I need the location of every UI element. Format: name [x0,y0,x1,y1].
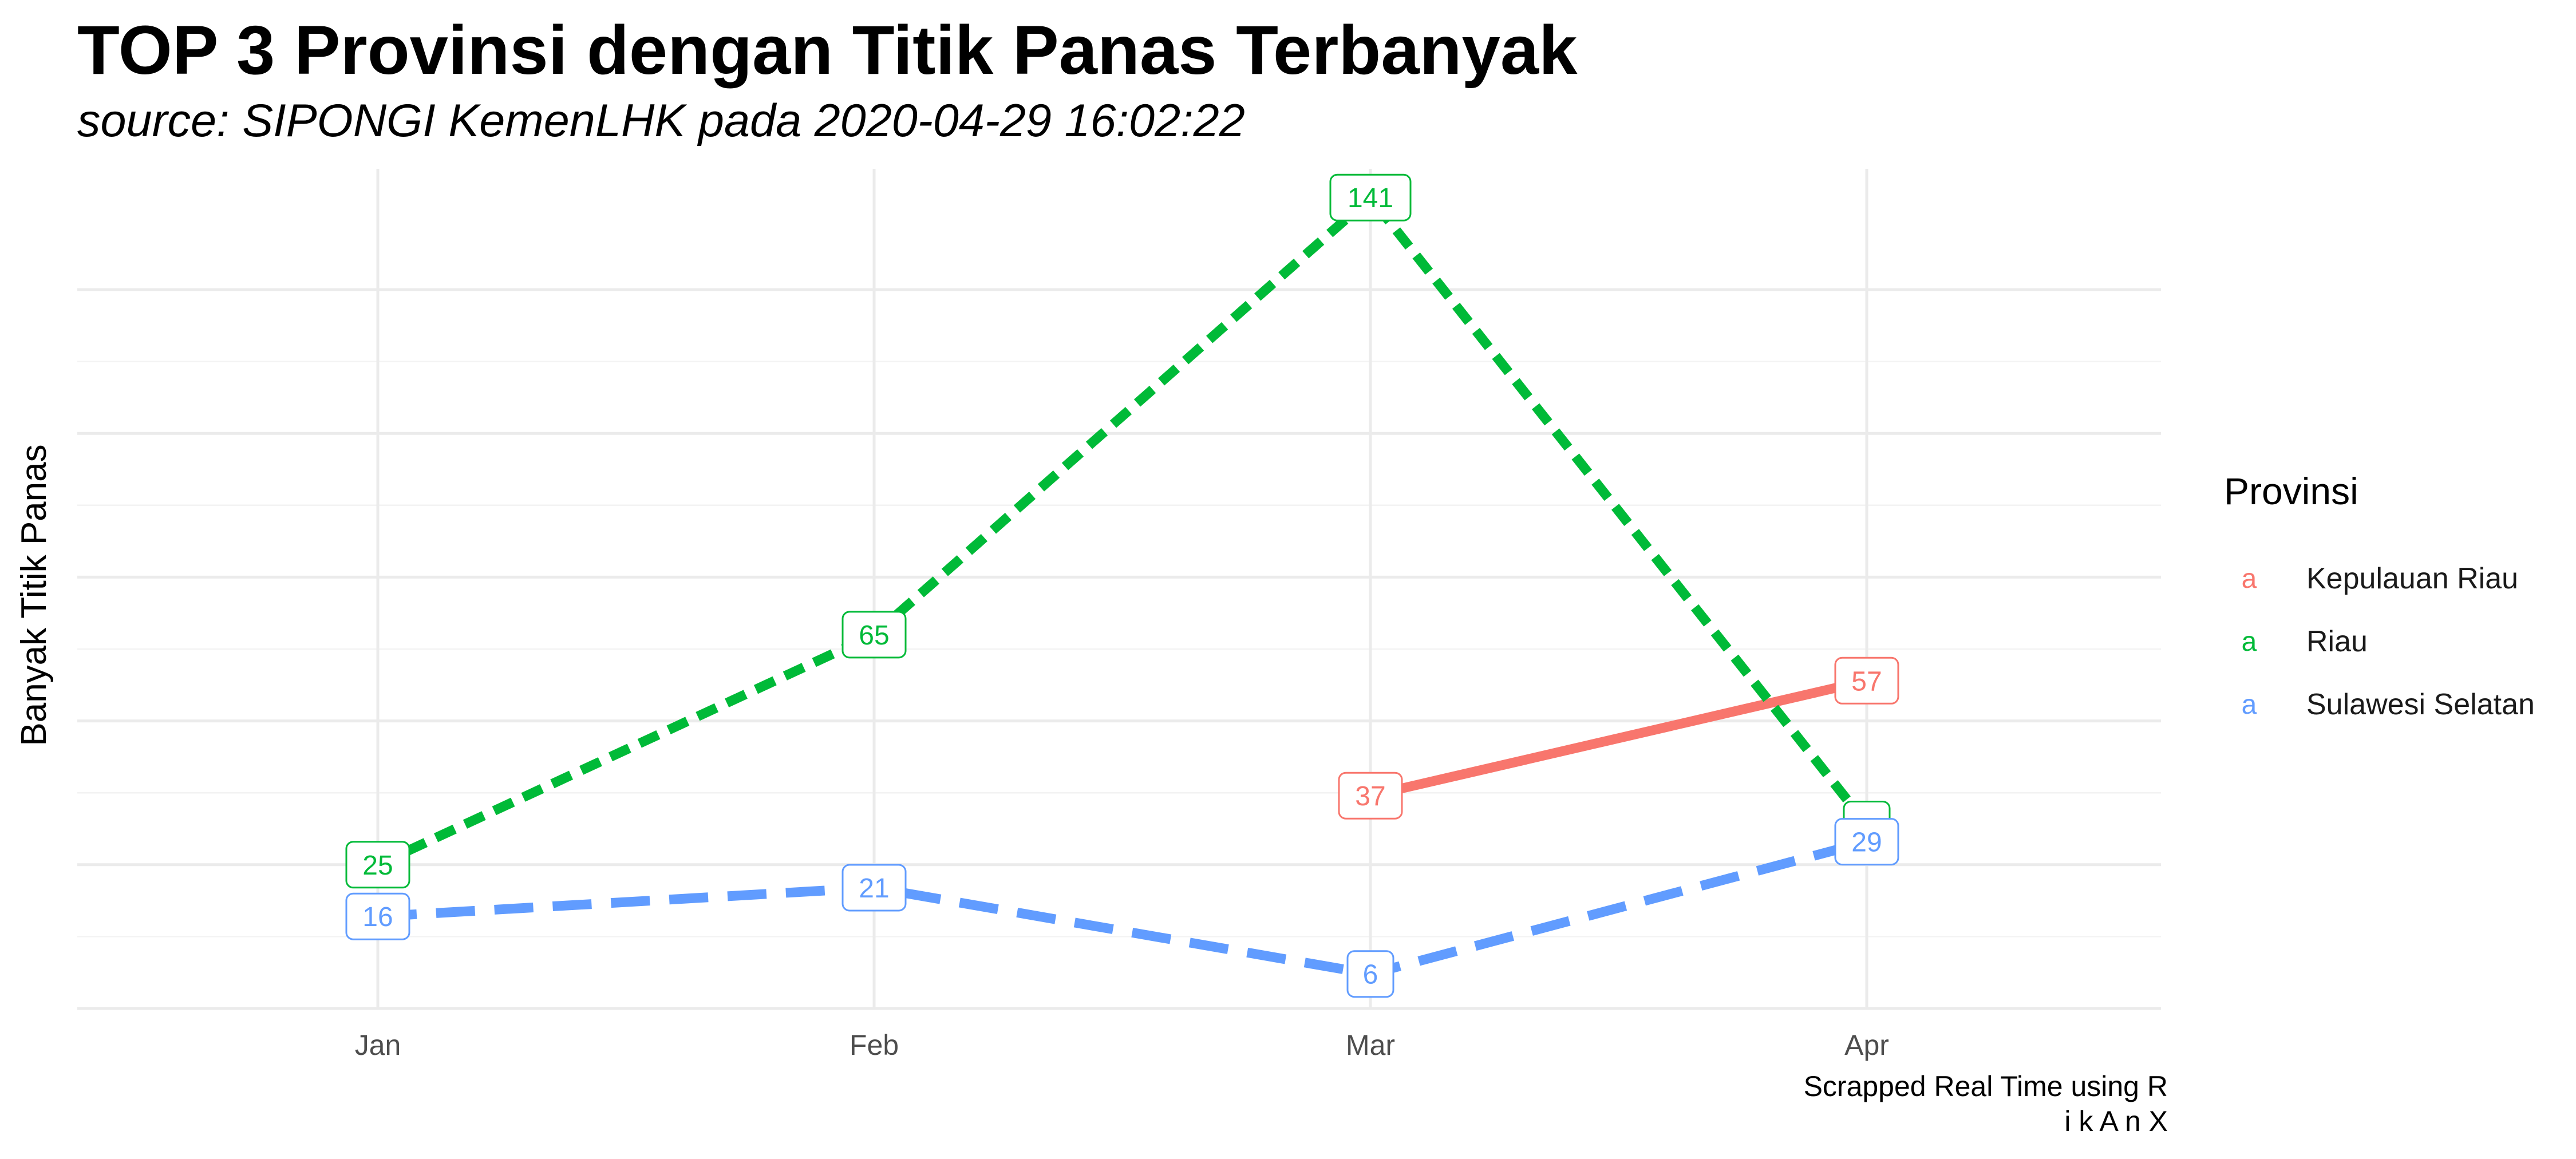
data-label-text: 57 [1851,666,1882,697]
x-tick-label-jan: Jan [355,1029,401,1061]
data-label-sulawesi-selatan-apr: 29 [1834,818,1899,866]
data-label-riau-mar: 141 [1329,173,1412,221]
data-label-text: 65 [859,620,889,651]
data-label-sulawesi-selatan-feb: 21 [841,864,907,912]
series-line-kepulauan-riau [1369,675,1868,801]
data-label-kepulauan-riau-mar: 37 [1338,772,1403,820]
caption-line-2: i k A n X [2064,1105,2168,1137]
data-label-text: 37 [1355,781,1385,812]
x-tick-label-feb: Feb [850,1029,899,1061]
legend: Provinsi a Kepulauan Riau a Riau a Sulaw… [2224,469,2535,736]
series-lines [376,192,1871,979]
data-label-box [1346,950,1394,998]
legend-key-kepulauan-riau: a [2241,563,2257,594]
data-label-box [841,611,907,659]
data-label-sulawesi-selatan-mar: 6 [1346,950,1394,998]
chart-title: TOP 3 Provinsi dengan Titik Panas Terban… [77,11,1578,89]
legend-label-riau: Riau [2306,625,2368,658]
legend-item-sulawesi-selatan: a Sulawesi Selatan [2224,673,2535,736]
chart-caption: Scrapped Real Time using R i k A n X [1804,1069,2168,1139]
data-label-text: 141 [1348,183,1393,213]
data-label-kepulauan-riau-apr: 57 [1834,656,1899,705]
data-label-riau-feb: 65 [841,611,907,659]
x-tick-label-apr: Apr [1844,1029,1889,1061]
data-label-text: 6 [1363,960,1378,990]
data-label-riau-jan: 25 [345,841,410,889]
caption-line-1: Scrapped Real Time using R [1803,1070,2168,1102]
legend-label-kepulauan-riau: Kepulauan Riau [2306,562,2519,595]
legend-item-kepulauan-riau: a Kepulauan Riau [2224,547,2535,610]
series-line-sulawesi-selatan [377,837,1868,979]
data-label-text: 16 [362,902,393,932]
data-label-box [345,841,410,889]
data-label-text: 29 [1851,828,1882,858]
legend-label-sulawesi-selatan: Sulawesi Selatan [2306,688,2535,721]
data-label-box [841,864,907,912]
legend-title: Provinsi [2224,470,2358,512]
data-label-box [1329,173,1412,221]
y-axis-label: Banyak Titik Panas [14,444,54,746]
legend-key-sulawesi-selatan: a [2241,689,2257,720]
data-label-box [1834,818,1899,866]
data-label-sulawesi-selatan-jan: 16 [345,892,410,940]
legend-item-riau: a Riau [2224,610,2535,673]
data-label-box [345,892,410,940]
grid-lines [77,169,2161,1010]
data-label-box [1834,656,1899,705]
x-axis-tick-labels: Jan Feb Mar Apr [355,1029,1889,1061]
data-label-text: 21 [859,873,889,904]
series-line-riau [376,192,1871,869]
x-tick-label-mar: Mar [1346,1029,1395,1061]
data-label-box [1338,772,1403,820]
data-labels: 37 57 25 65 141 16 21 6 29 [345,173,1899,998]
legend-key-riau: a [2241,626,2257,657]
chart-subtitle: source: SIPONGI KemenLHK pada 2020-04-29… [77,95,1245,147]
data-label-text: 25 [362,851,393,881]
